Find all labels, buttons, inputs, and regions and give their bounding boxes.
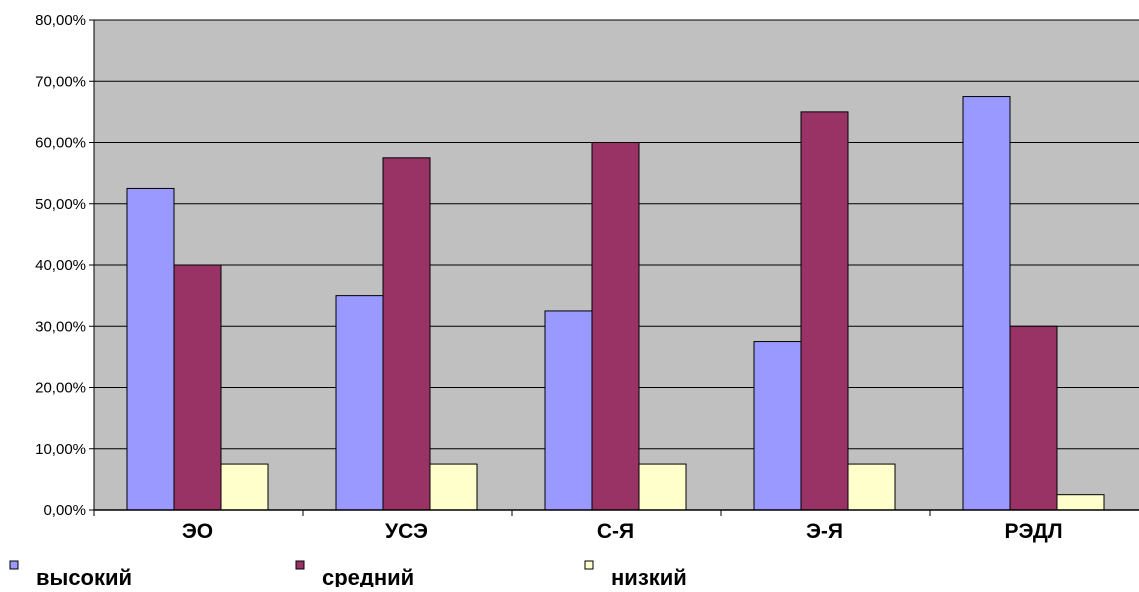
bar-3-5 xyxy=(1056,494,1105,511)
legend: высокий средний низкий xyxy=(9,560,687,590)
x-tick-label: Э-Я xyxy=(806,520,843,543)
bar-2-5 xyxy=(1009,325,1058,511)
y-tick-label: 0,00% xyxy=(43,502,86,519)
legend-label: высокий xyxy=(36,565,132,587)
bar-2-2 xyxy=(382,157,431,511)
y-tick-label: 60,00% xyxy=(35,135,86,152)
x-tick-label: РЭДЛ xyxy=(1004,520,1062,543)
bar-3-3 xyxy=(638,463,687,511)
x-tick-label: УСЭ xyxy=(385,520,428,543)
bar-1-1 xyxy=(126,187,175,511)
bar-3-4 xyxy=(847,463,896,511)
bar-2-4 xyxy=(800,111,849,511)
y-tick-label: 50,00% xyxy=(35,196,86,213)
bar-3-1 xyxy=(220,463,269,511)
legend-swatch xyxy=(584,560,594,570)
y-tick-label: 20,00% xyxy=(35,380,86,397)
bar-2-3 xyxy=(591,142,640,511)
bars xyxy=(126,96,1105,511)
bar-1-5 xyxy=(962,96,1011,511)
y-tick-label: 30,00% xyxy=(35,318,86,335)
legend-swatch xyxy=(295,560,305,570)
y-tick-label: 40,00% xyxy=(35,257,86,274)
legend-swatch xyxy=(9,560,19,570)
x-tick-label: ЭО xyxy=(182,520,213,543)
bar-1-3 xyxy=(544,310,593,511)
y-tick-label: 70,00% xyxy=(35,73,86,90)
axes: 0,00% 10,00% 20,00% 30,00% 40,00% 50,00% 60,00… xyxy=(35,12,1139,543)
bar-3-2 xyxy=(429,463,478,511)
bar-1-2 xyxy=(335,295,384,511)
legend-label: низкий xyxy=(611,565,687,587)
bar-1-4 xyxy=(753,341,802,511)
x-tick-label: С-Я xyxy=(597,520,634,543)
y-tick-label: 80,00% xyxy=(35,12,86,29)
legend-label: средний xyxy=(322,565,414,587)
y-tick-label: 10,00% xyxy=(35,441,86,458)
bar-2-1 xyxy=(173,264,222,511)
